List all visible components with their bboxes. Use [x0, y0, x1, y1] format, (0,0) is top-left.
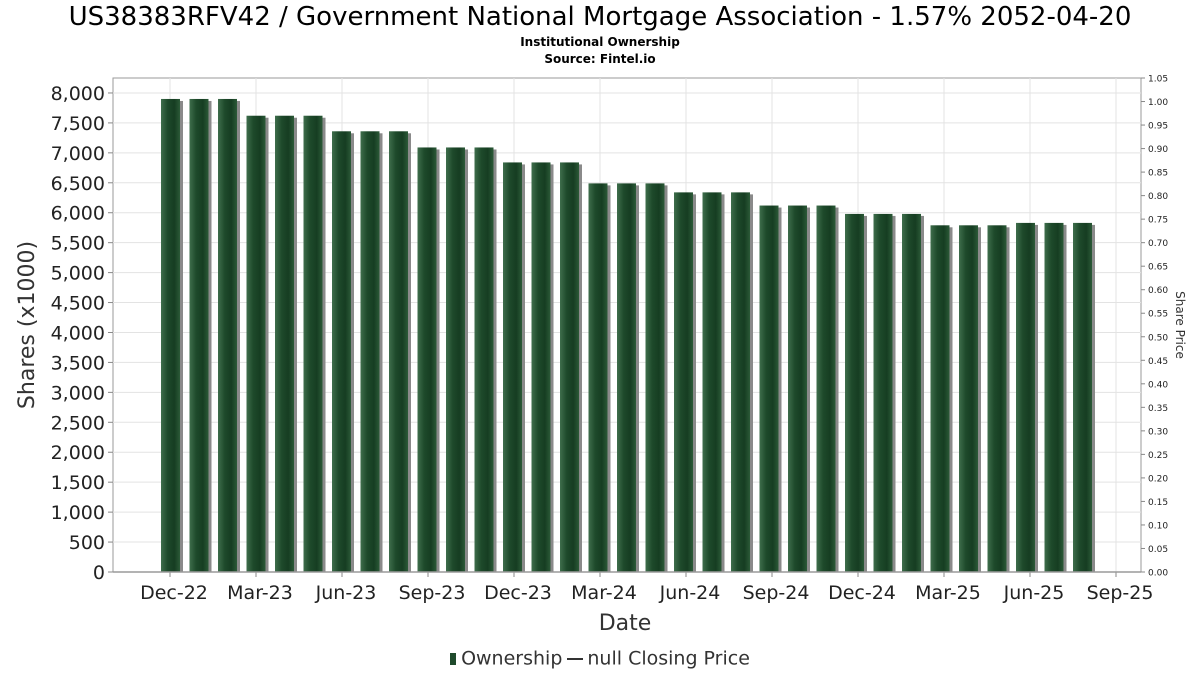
y2-tick-label: 0.10: [1148, 521, 1168, 531]
x-tick-label: Dec-24: [828, 582, 896, 604]
x-tick-label: Jun-24: [659, 582, 721, 604]
y-tick-label: 7,500: [51, 113, 105, 135]
y-tick-label: 5,500: [51, 233, 105, 255]
y-tick-label: 4,000: [51, 322, 105, 344]
legend-ownership-swatch: [450, 652, 457, 665]
y2-tick-label: 0.60: [1148, 286, 1168, 296]
y-tick-label: 5,000: [51, 263, 105, 285]
y-tick-label: 2,000: [51, 442, 105, 464]
legend: Ownership null Closing Price: [0, 647, 1200, 670]
bar: [873, 213, 893, 572]
y-tick-label: 3,500: [51, 352, 105, 374]
y2-tick-label: 0.55: [1148, 310, 1168, 320]
bar: [417, 147, 437, 572]
y-tick-label: 0: [93, 562, 105, 584]
y2-tick-label: 0.90: [1148, 145, 1168, 155]
bar: [1016, 222, 1035, 572]
bar: [161, 98, 180, 572]
legend-price-label: null Closing Price: [587, 647, 750, 670]
bar: [987, 225, 1007, 572]
y2-tick-label: 1.05: [1148, 75, 1168, 85]
y-tick-label: 1,000: [51, 502, 105, 524]
y2-tick-label: 0.50: [1148, 333, 1168, 343]
bar: [930, 225, 950, 572]
legend-ownership-label: Ownership: [461, 647, 563, 670]
x-tick-label: Dec-22: [140, 582, 208, 604]
x-tick-label: Sep-24: [743, 582, 810, 604]
bar: [560, 162, 579, 573]
y-tick-label: 4,500: [51, 293, 105, 315]
y2-tick-label: 0.75: [1148, 216, 1168, 226]
bar: [702, 192, 722, 573]
y-tick-label: 8,000: [51, 83, 105, 105]
y2-tick-label: 0.00: [1148, 569, 1168, 579]
y2-tick-label: 0.80: [1148, 192, 1168, 202]
y2-tick-label: 0.35: [1148, 404, 1168, 414]
bar: [645, 183, 665, 573]
y-tick-label: 3,000: [51, 382, 105, 404]
bar: [617, 183, 636, 573]
bar: [303, 115, 323, 572]
bar: [389, 131, 408, 572]
y2-tick-label: 0.30: [1148, 427, 1168, 437]
bar: [531, 162, 551, 573]
y2-tick-label: 0.65: [1148, 263, 1168, 273]
y-tick-label: 6,000: [51, 203, 105, 225]
y2-tick-label: 0.85: [1148, 169, 1168, 179]
y-tick-label: 500: [69, 532, 105, 554]
y2-tick-label: 0.70: [1148, 239, 1168, 249]
y-tick-label: 7,000: [51, 143, 105, 165]
bar: [275, 115, 294, 572]
x-axis-label: Date: [599, 611, 652, 636]
chart-subtitle: Institutional Ownership: [520, 35, 680, 49]
bar: [816, 205, 836, 573]
bar: [218, 98, 237, 572]
bar: [845, 213, 864, 572]
y-tick-label: 6,500: [51, 173, 105, 195]
bar: [332, 131, 351, 572]
y2-tick-label: 0.05: [1148, 545, 1168, 555]
bar: [588, 183, 608, 573]
y2-tick-label: 0.15: [1148, 498, 1168, 508]
bar: [902, 213, 921, 572]
bar: [674, 192, 693, 573]
y2-tick-label: 0.25: [1148, 451, 1168, 461]
y-axis-label: Shares (x1000): [15, 241, 40, 409]
bar: [503, 162, 522, 573]
bar: [446, 147, 465, 572]
bar: [1073, 222, 1092, 572]
bar: [959, 225, 978, 572]
y2-axis-label: Share Price: [1173, 291, 1187, 359]
bar: [246, 115, 266, 572]
bar: [788, 205, 807, 573]
bar: [474, 147, 494, 572]
y-tick-label: 2,500: [51, 412, 105, 434]
y2-tick-label: 0.95: [1148, 122, 1168, 132]
x-tick-label: Mar-23: [227, 582, 293, 604]
bar: [189, 98, 209, 572]
bar: [360, 131, 380, 572]
bar: [731, 192, 750, 573]
x-tick-label: Sep-23: [399, 582, 466, 604]
x-tick-label: Mar-24: [571, 582, 637, 604]
bar: [1044, 222, 1064, 572]
x-tick-label: Dec-23: [484, 582, 552, 604]
y2-tick-label: 0.20: [1148, 474, 1168, 484]
y-tick-label: 1,500: [51, 472, 105, 494]
legend-price-swatch: [567, 657, 584, 660]
bar: [759, 205, 779, 573]
y2-tick-label: 0.40: [1148, 380, 1168, 390]
y2-tick-label: 0.45: [1148, 357, 1168, 367]
y2-tick-label: 1.00: [1148, 98, 1168, 108]
x-tick-label: Sep-25: [1087, 582, 1154, 604]
x-tick-label: Jun-23: [315, 582, 377, 604]
x-tick-label: Mar-25: [915, 582, 981, 604]
chart-title: US38383RFV42 / Government National Mortg…: [68, 2, 1132, 32]
chart-source: Source: Fintel.io: [544, 52, 656, 66]
x-tick-label: Jun-25: [1003, 582, 1065, 604]
